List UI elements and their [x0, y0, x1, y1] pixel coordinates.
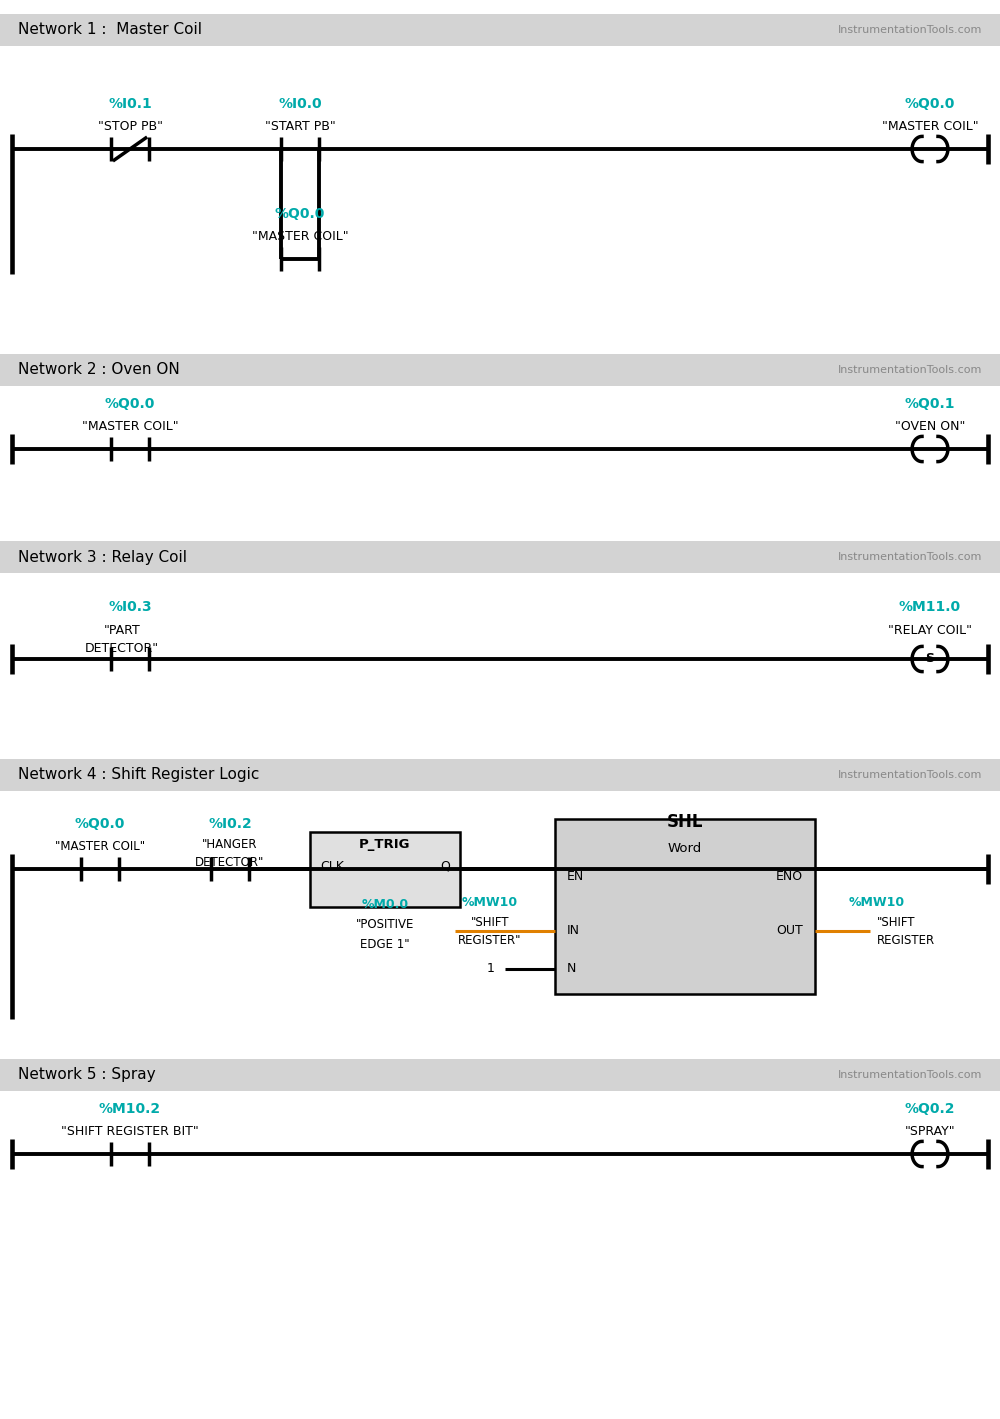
Text: Network 2 : Oven ON: Network 2 : Oven ON: [18, 362, 180, 377]
Text: Network 1 :  Master Coil: Network 1 : Master Coil: [18, 23, 202, 37]
FancyBboxPatch shape: [0, 541, 1000, 573]
Text: %M10.2: %M10.2: [99, 1103, 161, 1115]
FancyBboxPatch shape: [0, 759, 1000, 790]
Text: REGISTER": REGISTER": [458, 934, 522, 946]
Text: REGISTER: REGISTER: [877, 934, 935, 946]
Text: InstrumentationTools.com: InstrumentationTools.com: [838, 1070, 982, 1080]
Text: "START PB": "START PB": [265, 121, 335, 133]
Text: OUT: OUT: [776, 925, 803, 938]
Text: %M11.0: %M11.0: [899, 600, 961, 614]
Text: P_TRIG: P_TRIG: [359, 839, 411, 851]
Text: 1: 1: [487, 962, 495, 975]
FancyBboxPatch shape: [555, 819, 815, 993]
Text: InstrumentationTools.com: InstrumentationTools.com: [838, 365, 982, 375]
Text: "OVEN ON": "OVEN ON": [895, 420, 965, 433]
Text: "MASTER COIL": "MASTER COIL": [82, 420, 178, 433]
FancyBboxPatch shape: [0, 14, 1000, 45]
FancyBboxPatch shape: [0, 1059, 1000, 1091]
Text: EN: EN: [567, 870, 584, 884]
Text: %Q0.1: %Q0.1: [905, 397, 955, 412]
Text: "PART: "PART: [104, 624, 140, 637]
Text: %I0.1: %I0.1: [108, 96, 152, 111]
Text: Q: Q: [440, 860, 450, 873]
Text: %Q0.0: %Q0.0: [105, 397, 155, 412]
Text: ENO: ENO: [776, 870, 803, 884]
Text: InstrumentationTools.com: InstrumentationTools.com: [838, 26, 982, 35]
Text: "MASTER COIL": "MASTER COIL": [882, 121, 978, 133]
Text: %MW10: %MW10: [462, 895, 518, 910]
Text: Word: Word: [668, 841, 702, 856]
Text: Network 5 : Spray: Network 5 : Spray: [18, 1067, 156, 1083]
Text: InstrumentationTools.com: InstrumentationTools.com: [838, 771, 982, 780]
Text: Network 4 : Shift Register Logic: Network 4 : Shift Register Logic: [18, 768, 259, 782]
Text: %M0.0: %M0.0: [361, 898, 409, 911]
Text: "SHIFT REGISTER BIT": "SHIFT REGISTER BIT": [61, 1125, 199, 1138]
Text: "MASTER COIL": "MASTER COIL": [252, 230, 348, 243]
Text: "HANGER: "HANGER: [202, 839, 258, 851]
Text: %Q0.0: %Q0.0: [275, 207, 325, 221]
Text: "MASTER COIL": "MASTER COIL": [55, 840, 145, 853]
Text: "SPRAY": "SPRAY": [905, 1125, 955, 1138]
Text: %Q0.0: %Q0.0: [905, 96, 955, 111]
Text: S: S: [926, 653, 935, 666]
Text: "STOP PB": "STOP PB": [98, 121, 162, 133]
Text: %I0.2: %I0.2: [208, 817, 252, 832]
Text: N: N: [567, 962, 576, 975]
Text: %Q0.2: %Q0.2: [905, 1103, 955, 1115]
FancyBboxPatch shape: [0, 353, 1000, 386]
Text: "RELAY COIL": "RELAY COIL": [888, 624, 972, 637]
Text: DETECTOR": DETECTOR": [85, 641, 159, 656]
Text: "SHIFT: "SHIFT: [471, 917, 509, 929]
Text: CLK: CLK: [320, 860, 344, 873]
Text: EDGE 1": EDGE 1": [360, 938, 410, 951]
Text: Network 3 : Relay Coil: Network 3 : Relay Coil: [18, 549, 187, 565]
Text: %I0.3: %I0.3: [108, 600, 152, 614]
Text: DETECTOR": DETECTOR": [195, 856, 265, 868]
Text: %I0.0: %I0.0: [278, 96, 322, 111]
Text: "POSITIVE: "POSITIVE: [356, 918, 414, 931]
Text: IN: IN: [567, 925, 580, 938]
Text: %Q0.0: %Q0.0: [75, 817, 125, 832]
Text: InstrumentationTools.com: InstrumentationTools.com: [838, 552, 982, 562]
Text: %MW10: %MW10: [849, 895, 905, 910]
Text: SHL: SHL: [667, 813, 703, 832]
FancyBboxPatch shape: [310, 832, 460, 907]
Text: "SHIFT: "SHIFT: [877, 917, 916, 929]
